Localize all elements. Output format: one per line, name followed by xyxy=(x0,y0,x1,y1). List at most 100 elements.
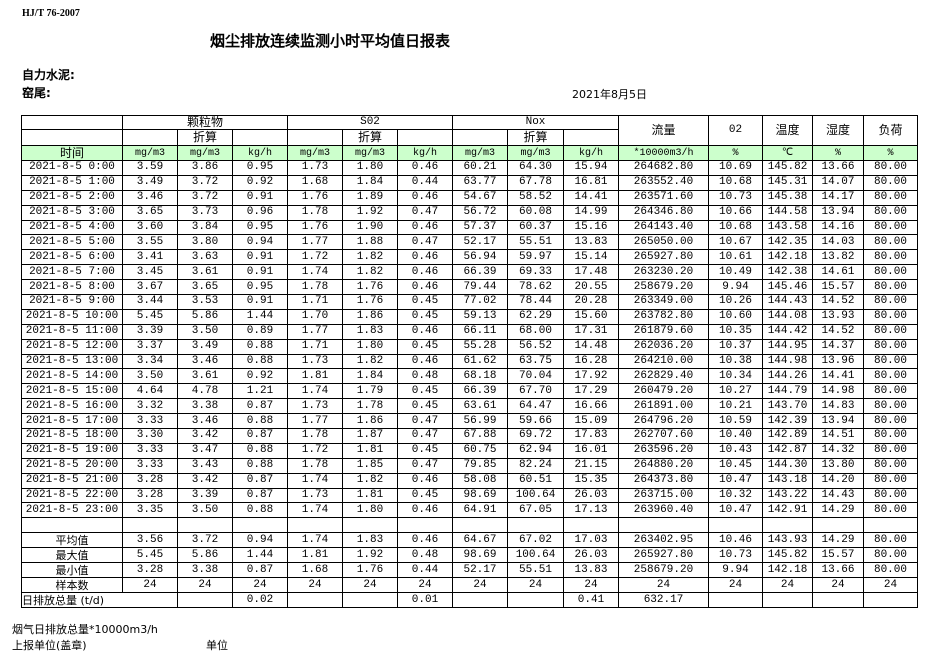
data-cell: 10.45 xyxy=(708,457,763,474)
stat-cell: 24 xyxy=(452,577,508,594)
data-cell: 144.95 xyxy=(762,338,813,355)
data-cell: 1.77 xyxy=(287,413,343,430)
data-cell: 3.72 xyxy=(177,189,233,206)
data-cell: 3.53 xyxy=(177,294,233,310)
table-row: 2021-8-5 13:00 3.34 3.46 0.88 1.73 1.82 0.46 61… xyxy=(21,353,918,370)
data-cell: 56.94 xyxy=(452,249,508,266)
data-cell: 14.48 xyxy=(563,338,619,355)
data-cell: 10.61 xyxy=(708,249,763,266)
header-converted: 折算 xyxy=(507,129,564,146)
data-cell: 264373.80 xyxy=(618,472,709,489)
data-cell: 0.92 xyxy=(232,174,288,191)
data-cell: 64.91 xyxy=(452,502,508,519)
data-cell: 3.28 xyxy=(122,487,178,504)
data-cell: 14.41 xyxy=(563,189,619,206)
data-cell: 1.78 xyxy=(287,204,343,221)
daily-total-label: 日排放总量 (t/d) xyxy=(21,592,178,609)
empty-cell xyxy=(287,517,343,534)
stat-cell: 1.83 xyxy=(342,532,398,549)
data-cell: 68.00 xyxy=(507,323,564,340)
empty-cell xyxy=(708,517,763,534)
empty-cell xyxy=(122,517,178,534)
data-cell: 78.62 xyxy=(507,279,564,296)
data-cell: 142.87 xyxy=(762,442,813,459)
data-cell: 144.79 xyxy=(762,383,813,400)
stat-cell: 5.45 xyxy=(122,547,178,564)
data-cell: 59.97 xyxy=(507,249,564,266)
daily-total-cell xyxy=(863,592,918,609)
stat-cell: 10.73 xyxy=(708,547,763,564)
data-cell: 3.60 xyxy=(122,219,178,236)
stat-label: 平均值 xyxy=(21,532,123,549)
data-cell: 260479.20 xyxy=(618,383,709,400)
data-cell: 3.33 xyxy=(122,413,178,430)
data-cell: 1.68 xyxy=(287,174,343,191)
data-cell: 14.29 xyxy=(812,502,864,519)
data-cell: 17.92 xyxy=(563,368,619,385)
data-cell: 0.88 xyxy=(232,442,288,459)
data-cell: 1.76 xyxy=(342,294,398,310)
data-cell: 67.70 xyxy=(507,383,564,400)
data-cell: 10.21 xyxy=(708,398,763,415)
table-row: 2021-8-5 2:00 3.46 3.72 0.91 1.76 1.89 0.46 54.… xyxy=(21,189,918,206)
data-cell: 144.58 xyxy=(762,204,813,221)
daily-total-cell xyxy=(812,592,864,609)
header-load: 负荷 xyxy=(863,115,918,146)
data-cell: 10.60 xyxy=(708,308,763,325)
data-cell: 144.42 xyxy=(762,323,813,340)
data-cell: 142.18 xyxy=(762,249,813,266)
data-cell: 264682.80 xyxy=(618,160,709,176)
data-cell: 13.82 xyxy=(812,249,864,266)
data-cell: 64.30 xyxy=(507,160,564,176)
row-time: 2021-8-5 21:00 xyxy=(21,472,123,489)
stat-cell: 24 xyxy=(863,577,918,594)
unit-cell: mg/m3 xyxy=(452,145,508,161)
data-cell: 0.96 xyxy=(232,204,288,221)
data-cell: 0.46 xyxy=(397,502,453,519)
data-cell: 0.46 xyxy=(397,219,453,236)
stat-cell: 24 xyxy=(563,577,619,594)
data-cell: 69.33 xyxy=(507,264,564,281)
stat-cell: 1.92 xyxy=(342,547,398,564)
data-cell: 261879.60 xyxy=(618,323,709,340)
data-cell: 1.21 xyxy=(232,383,288,400)
data-cell: 143.22 xyxy=(762,487,813,504)
stat-cell: 263402.95 xyxy=(618,532,709,549)
data-cell: 80.00 xyxy=(863,323,918,340)
data-cell: 0.91 xyxy=(232,249,288,266)
data-cell: 5.45 xyxy=(122,308,178,325)
data-cell: 1.82 xyxy=(342,264,398,281)
data-cell: 1.80 xyxy=(342,338,398,355)
row-time: 2021-8-5 20:00 xyxy=(21,457,123,474)
data-cell: 0.91 xyxy=(232,264,288,281)
row-time: 2021-8-5 3:00 xyxy=(21,204,123,221)
data-cell: 1.80 xyxy=(342,160,398,176)
row-time: 2021-8-5 15:00 xyxy=(21,383,123,400)
data-cell: 56.52 xyxy=(507,338,564,355)
data-cell: 10.67 xyxy=(708,234,763,251)
data-cell: 3.50 xyxy=(177,323,233,340)
data-cell: 258679.20 xyxy=(618,279,709,296)
stat-cell: 67.02 xyxy=(507,532,564,549)
data-cell: 0.95 xyxy=(232,219,288,236)
data-cell: 56.99 xyxy=(452,413,508,430)
header-blank xyxy=(452,129,508,146)
daily-total-cell xyxy=(762,592,813,609)
stat-cell: 1.76 xyxy=(342,562,398,579)
stat-label: 最大值 xyxy=(21,547,123,564)
data-cell: 78.44 xyxy=(507,294,564,310)
data-cell: 16.28 xyxy=(563,353,619,370)
stat-cell: 1.44 xyxy=(232,547,288,564)
data-cell: 1.80 xyxy=(342,502,398,519)
stat-cell: 145.82 xyxy=(762,547,813,564)
data-cell: 262829.40 xyxy=(618,368,709,385)
data-cell: 10.66 xyxy=(708,204,763,221)
note-reporting-unit: 上报单位(盖章) xyxy=(12,639,87,652)
data-cell: 14.37 xyxy=(812,338,864,355)
data-cell: 58.52 xyxy=(507,189,564,206)
data-cell: 14.43 xyxy=(812,487,864,504)
empty-cell xyxy=(342,517,398,534)
data-cell: 10.47 xyxy=(708,472,763,489)
data-cell: 0.48 xyxy=(397,368,453,385)
data-cell: 0.46 xyxy=(397,279,453,296)
